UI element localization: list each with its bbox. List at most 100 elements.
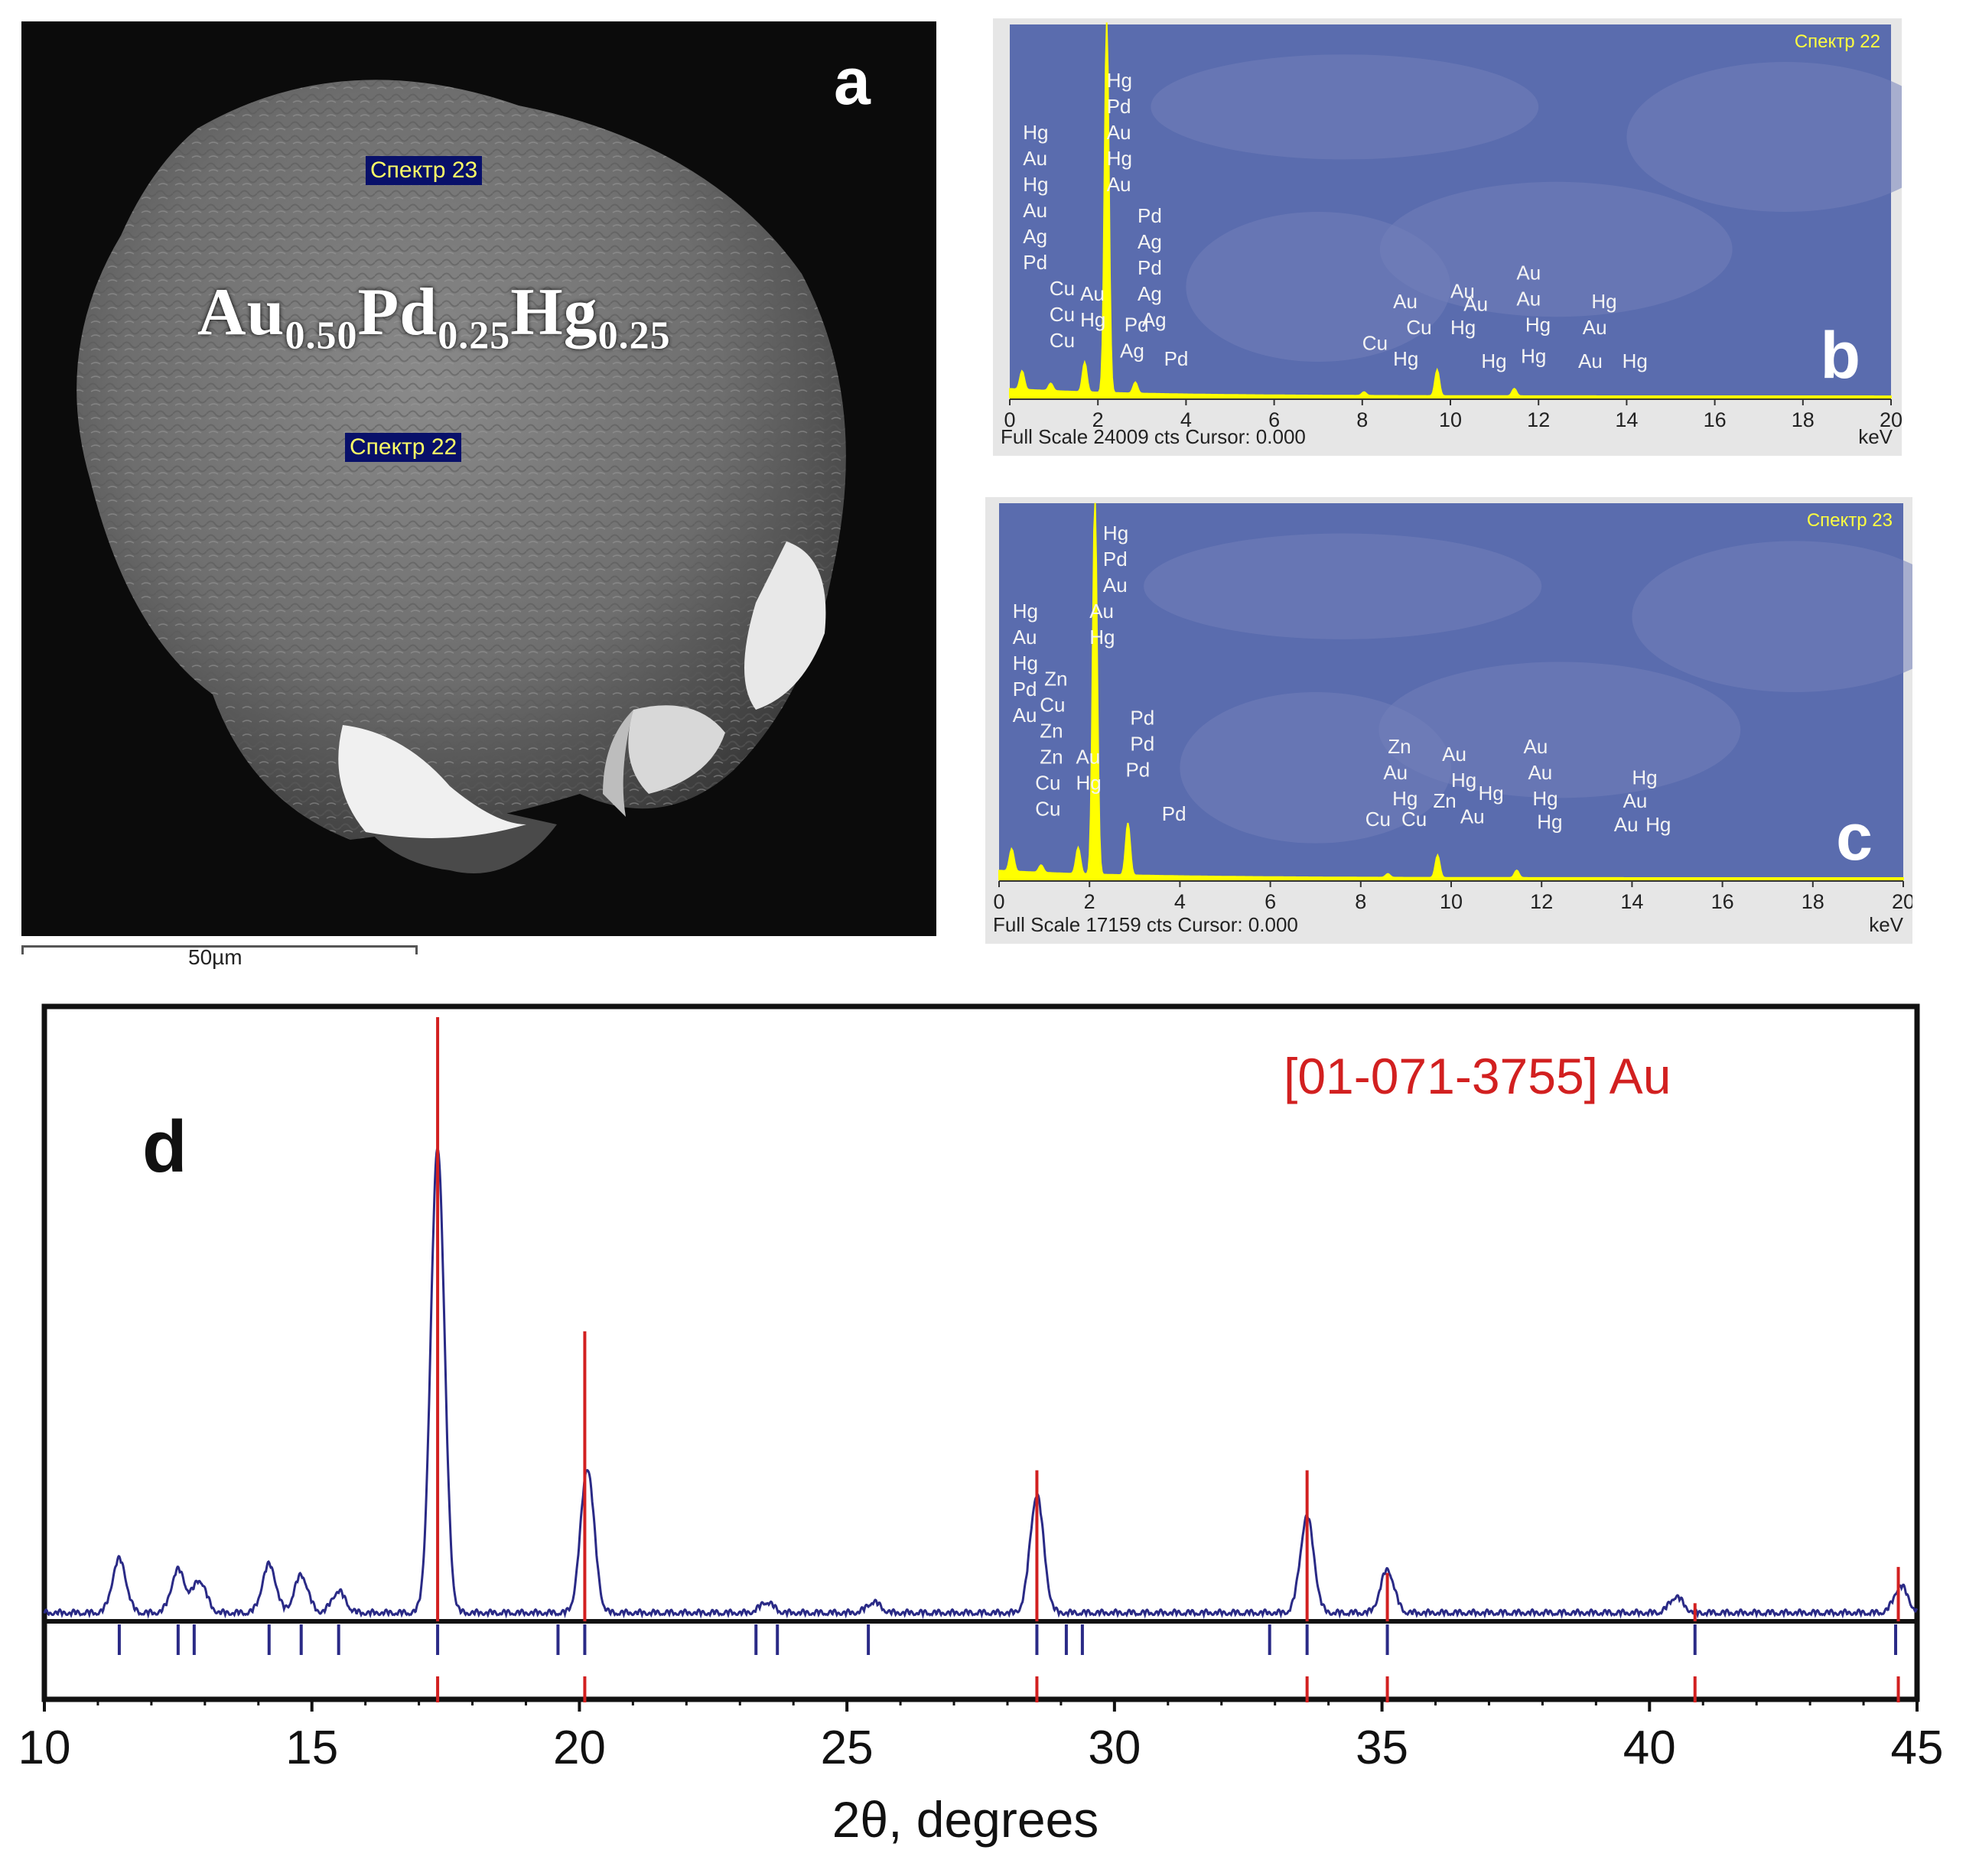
eds-b-panel-letter: b (1820, 319, 1860, 392)
eds-c-peak-label: Cu (1035, 771, 1060, 794)
eds-b-unit: keV (1858, 425, 1893, 448)
eds-c-peak-label: Pd (1130, 706, 1154, 729)
spectrum-point-22[interactable]: Спектр 22 (345, 433, 462, 462)
eds-c-peak-label: Zn (1040, 745, 1063, 768)
xrd-x-tick-label: 20 (553, 1722, 606, 1774)
eds-b-peak-label: Hg (1107, 69, 1132, 92)
eds-c-peak-label: Cu (1401, 808, 1427, 831)
xrd-frame (41, 1003, 1920, 1702)
eds-c-peak-label: Cu (1365, 808, 1391, 831)
eds-b-peak-label: Au (1107, 121, 1131, 144)
eds-c-peak-label: Zn (1044, 667, 1067, 690)
eds-b-peak-label: Hg (1623, 350, 1648, 372)
eds-b-peak-label: Cu (1050, 303, 1075, 326)
eds-c-tick-label: 12 (1530, 890, 1553, 913)
eds-b-peak-label: Hg (1450, 316, 1476, 339)
eds-c-peak-label: Zn (1388, 735, 1411, 758)
xrd-x-tick-label: 15 (285, 1722, 338, 1774)
eds-c-peak-label: Au (1614, 813, 1639, 836)
eds-c-tick-label: 8 (1355, 890, 1366, 913)
eds-c-peak-label: Hg (1537, 810, 1562, 833)
eds-c-tick-label: 18 (1802, 890, 1824, 913)
eds-c-peak-label: Au (1442, 743, 1466, 766)
eds-c-peak-label: Au (1013, 626, 1037, 649)
eds-c-panel-letter: c (1836, 801, 1873, 874)
eds-c-peak-label: Au (1528, 761, 1552, 784)
eds-c-tick-label: 14 (1620, 890, 1643, 913)
eds-c-peak-label: Hg (1632, 766, 1657, 789)
eds-c-peak-label: Hg (1103, 522, 1128, 545)
eds-c-spectrum-line (998, 502, 1904, 880)
eds-b-spectrum-line (1009, 22, 1892, 398)
eds-b-footer: Full Scale 24009 cts Cursor: 0.000 (1001, 425, 1306, 448)
eds-b-peak-label: Ag (1138, 282, 1162, 305)
eds-b-background-blob (1151, 54, 1539, 160)
scale-bar (21, 945, 418, 954)
eds-c-background-blob (1378, 662, 1741, 798)
xrd-panel-letter: d (142, 1106, 187, 1188)
eds-c-tick-label: 16 (1711, 890, 1734, 913)
eds-b-tick-label: 18 (1792, 408, 1815, 431)
eds-c-peak-label: Hg (1013, 652, 1038, 675)
eds-b-background-blob (1626, 62, 1902, 212)
eds-b-peak-label: Ag (1138, 230, 1162, 253)
xrd-pattern-chart: 10 15 20 25 30 35 40 45 2θ, degrees [01-071-3755]… (18, 1003, 1944, 1848)
xrd-x-tick-label: 25 (821, 1722, 874, 1774)
eds-b-tick-label: 14 (1615, 408, 1638, 431)
xrd-x-tick-label: 10 (18, 1722, 71, 1774)
eds-c-peak-label: Hg (1013, 600, 1038, 623)
xrd-reference-label: [01-071-3755] Au (1284, 1048, 1671, 1104)
eds-c-peak-label: Au (1076, 745, 1100, 768)
xrd-x-tick-label: 45 (1891, 1722, 1944, 1774)
eds-b-tick-label: 4 (1180, 408, 1192, 431)
eds-c-peak-label: Cu (1040, 693, 1065, 716)
eds-b-peak-label: Ag (1120, 340, 1144, 363)
eds-c-spectrum-name: Спектр 23 (1807, 510, 1893, 531)
eds-c-tick-label: 2 (1084, 890, 1095, 913)
eds-b-peak-label: Hg (1393, 347, 1418, 370)
eds-spectrum-panel-c: 0 2 4 6 8 10 12 14 16 18 20 Спектр 23 Hg Au Hg Pd Au Zn Cu… (985, 497, 1912, 944)
eds-c-tick-label: 4 (1174, 890, 1186, 913)
eds-b-tick-label: 20 (1880, 408, 1902, 431)
alloy-formula: Au0.50Pd0.25Hg0.25 (197, 275, 671, 358)
eds-c-peak-label: Pd (1013, 678, 1037, 701)
eds-b-peak-label: Pd (1023, 251, 1047, 274)
eds-c-peak-label: Au (1524, 735, 1548, 758)
spectrum-point-23[interactable]: Спектр 23 (366, 156, 483, 185)
xrd-x-tick-label: 40 (1623, 1722, 1676, 1774)
eds-c-tick-label: 0 (993, 890, 1004, 913)
eds-b-tick-label: 2 (1092, 408, 1104, 431)
xrd-x-tick-label: 30 (1088, 1722, 1141, 1774)
eds-b-peak-label: Pd (1125, 314, 1149, 337)
eds-b-tick-label: 6 (1268, 408, 1280, 431)
eds-b-peak-label: Pd (1138, 204, 1162, 227)
eds-b-peak-label: Au (1393, 290, 1418, 313)
eds-b-tick-label: 16 (1704, 408, 1727, 431)
eds-c-unit: keV (1869, 913, 1903, 936)
eds-b-peak-label: Cu (1406, 316, 1431, 339)
eds-spectrum-panel-b: 0 2 4 6 8 10 12 14 16 18 20 Спектр 22 Hg Au Hg Au Ag Pd Cu… (993, 18, 1902, 456)
eds-c-peak-label: Pd (1130, 732, 1154, 755)
eds-c-footer: Full Scale 17159 cts Cursor: 0.000 (993, 913, 1298, 936)
eds-b-peak-label: Hg (1521, 344, 1546, 367)
eds-b-peak-label: Au (1578, 350, 1603, 372)
eds-c-peak-label: Au (1623, 789, 1648, 812)
eds-b-background-blob (1379, 181, 1733, 317)
eds-c-peak-label: Hg (1451, 769, 1476, 792)
eds-c-peak-label: Au (1103, 574, 1128, 597)
eds-b-peak-label: Pd (1138, 256, 1162, 279)
eds-c-peak-label: Zn (1433, 789, 1456, 812)
eds-c-tick-label: 10 (1440, 890, 1463, 913)
eds-b-peak-label: Au (1080, 282, 1105, 305)
eds-b-peak-label: Hg (1591, 290, 1616, 313)
eds-c-peak-label: Zn (1040, 719, 1063, 742)
eds-b-peak-label: Ag (1142, 308, 1167, 331)
eds-c-peak-label: Hg (1645, 813, 1671, 836)
eds-b-peak-label: Au (1516, 288, 1541, 310)
eds-b-tick-label: 8 (1356, 408, 1368, 431)
eds-b-peak-label: Hg (1107, 147, 1132, 170)
eds-b-peak-label: Hg (1525, 314, 1551, 337)
eds-c-background-blob (1144, 533, 1542, 639)
